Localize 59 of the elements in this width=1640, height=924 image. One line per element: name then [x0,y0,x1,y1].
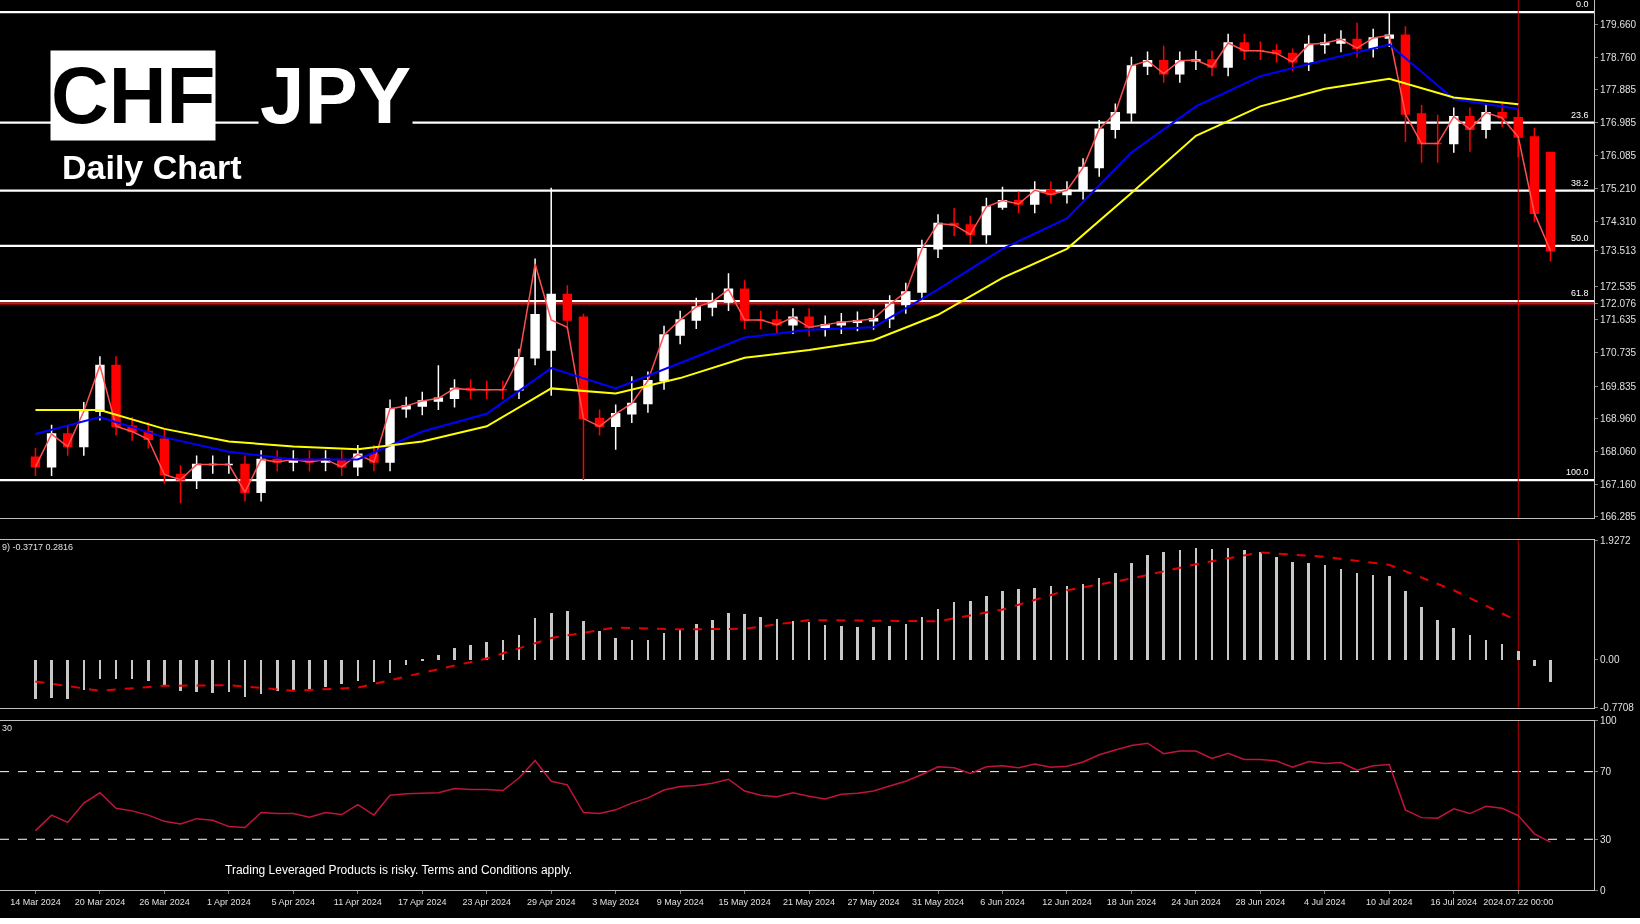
y-tick-label: 174.310 [1600,215,1637,227]
annotation: 0.0 [1576,0,1589,9]
x-tick-label: 24 Jun 2024 [1171,896,1221,907]
x-tick-label: 12 Jun 2024 [1042,896,1092,907]
y-tick-label: 1.9272 [1600,534,1632,546]
x-tick-label: 4 Jul 2024 [1304,896,1346,907]
y-tick-label: 172.076 [1600,298,1637,309]
y-tick-label: 168.960 [1600,412,1637,424]
x-tick-label: 26 Mar 2024 [139,896,190,907]
y-tick-label: 173.513 [1600,245,1637,257]
y-tick-label: 170.735 [1600,347,1637,359]
y-tick-label: 100 [1600,715,1618,727]
text: CHF JPY [51,51,412,140]
x-tick-label: 16 Jul 2024 [1430,896,1478,907]
x-tick-label: 27 May 2024 [847,896,900,907]
x-tick-label: 11 Apr 2024 [333,896,382,907]
y-tick-label: 70 [1600,766,1612,778]
x-tick-label: 31 May 2024 [912,896,965,907]
x-tick-label: 28 Jun 2024 [1235,896,1286,907]
x-tick-label: 18 Jun 2024 [1106,896,1157,907]
y-tick-label: 167.160 [1600,478,1637,490]
x-tick-label: 10 Jul 2024 [1366,896,1413,907]
y-tick-label: 171.635 [1600,314,1637,326]
text: 30 [2,723,13,733]
annotation: 23.6 [1571,110,1589,120]
annotation: 38.2 [1571,178,1589,188]
y-tick-label: 168.060 [1600,445,1637,457]
x-tick-label: 21 May 2024 [783,896,836,907]
x-tick-label: 23 Apr 2024 [462,896,512,907]
y-tick-label: -0.7708 [1600,702,1635,714]
annotation: 9) -0.3717 0.2816 [2,542,74,552]
x-tick-label: 15 May 2024 [718,896,771,907]
annotation: Trading Leveraged Products is risky. Terms and Conditions apply. [225,863,573,877]
annotation: 100.0 [1566,467,1589,477]
y-tick-label: 166.285 [1600,511,1637,523]
text: Daily Chart [62,148,242,186]
x-tick-label: 1 Apr 2024 [207,896,251,907]
x-tick-label: 29 Apr 2024 [526,896,576,907]
y-tick-label: 179.660 [1600,18,1637,30]
y-tick-label: 172.535 [1600,281,1637,293]
y-tick-label: 169.835 [1600,380,1637,392]
x-tick-label: 14 Mar 2024 [10,896,61,907]
x-tick-label: 20 Mar 2024 [74,896,126,907]
x-tick-label: 3 May 2024 [592,896,640,907]
annotation: 61.8 [1571,288,1589,298]
y-tick-label: 0.00 [1600,654,1620,666]
x-tick-label: 9 May 2024 [656,896,704,907]
x-tick-label: 17 Apr 2024 [398,896,447,907]
y-tick-label: 176.085 [1600,150,1637,162]
y-tick-label: 175.210 [1600,182,1637,194]
x-tick-label: 5 Apr 2024 [271,896,316,907]
annotation: 50.0 [1571,233,1589,243]
y-tick-label: 0 [1600,884,1606,896]
y-tick-label: 178.760 [1600,51,1637,63]
y-tick-label: 176.985 [1600,117,1637,129]
y-tick-label: 30 [1600,833,1612,845]
y-tick-label: 177.885 [1600,84,1637,96]
x-tick-label: 2024.07.22 00:00 [1483,896,1554,907]
x-tick-label: 6 Jun 2024 [980,896,1025,907]
